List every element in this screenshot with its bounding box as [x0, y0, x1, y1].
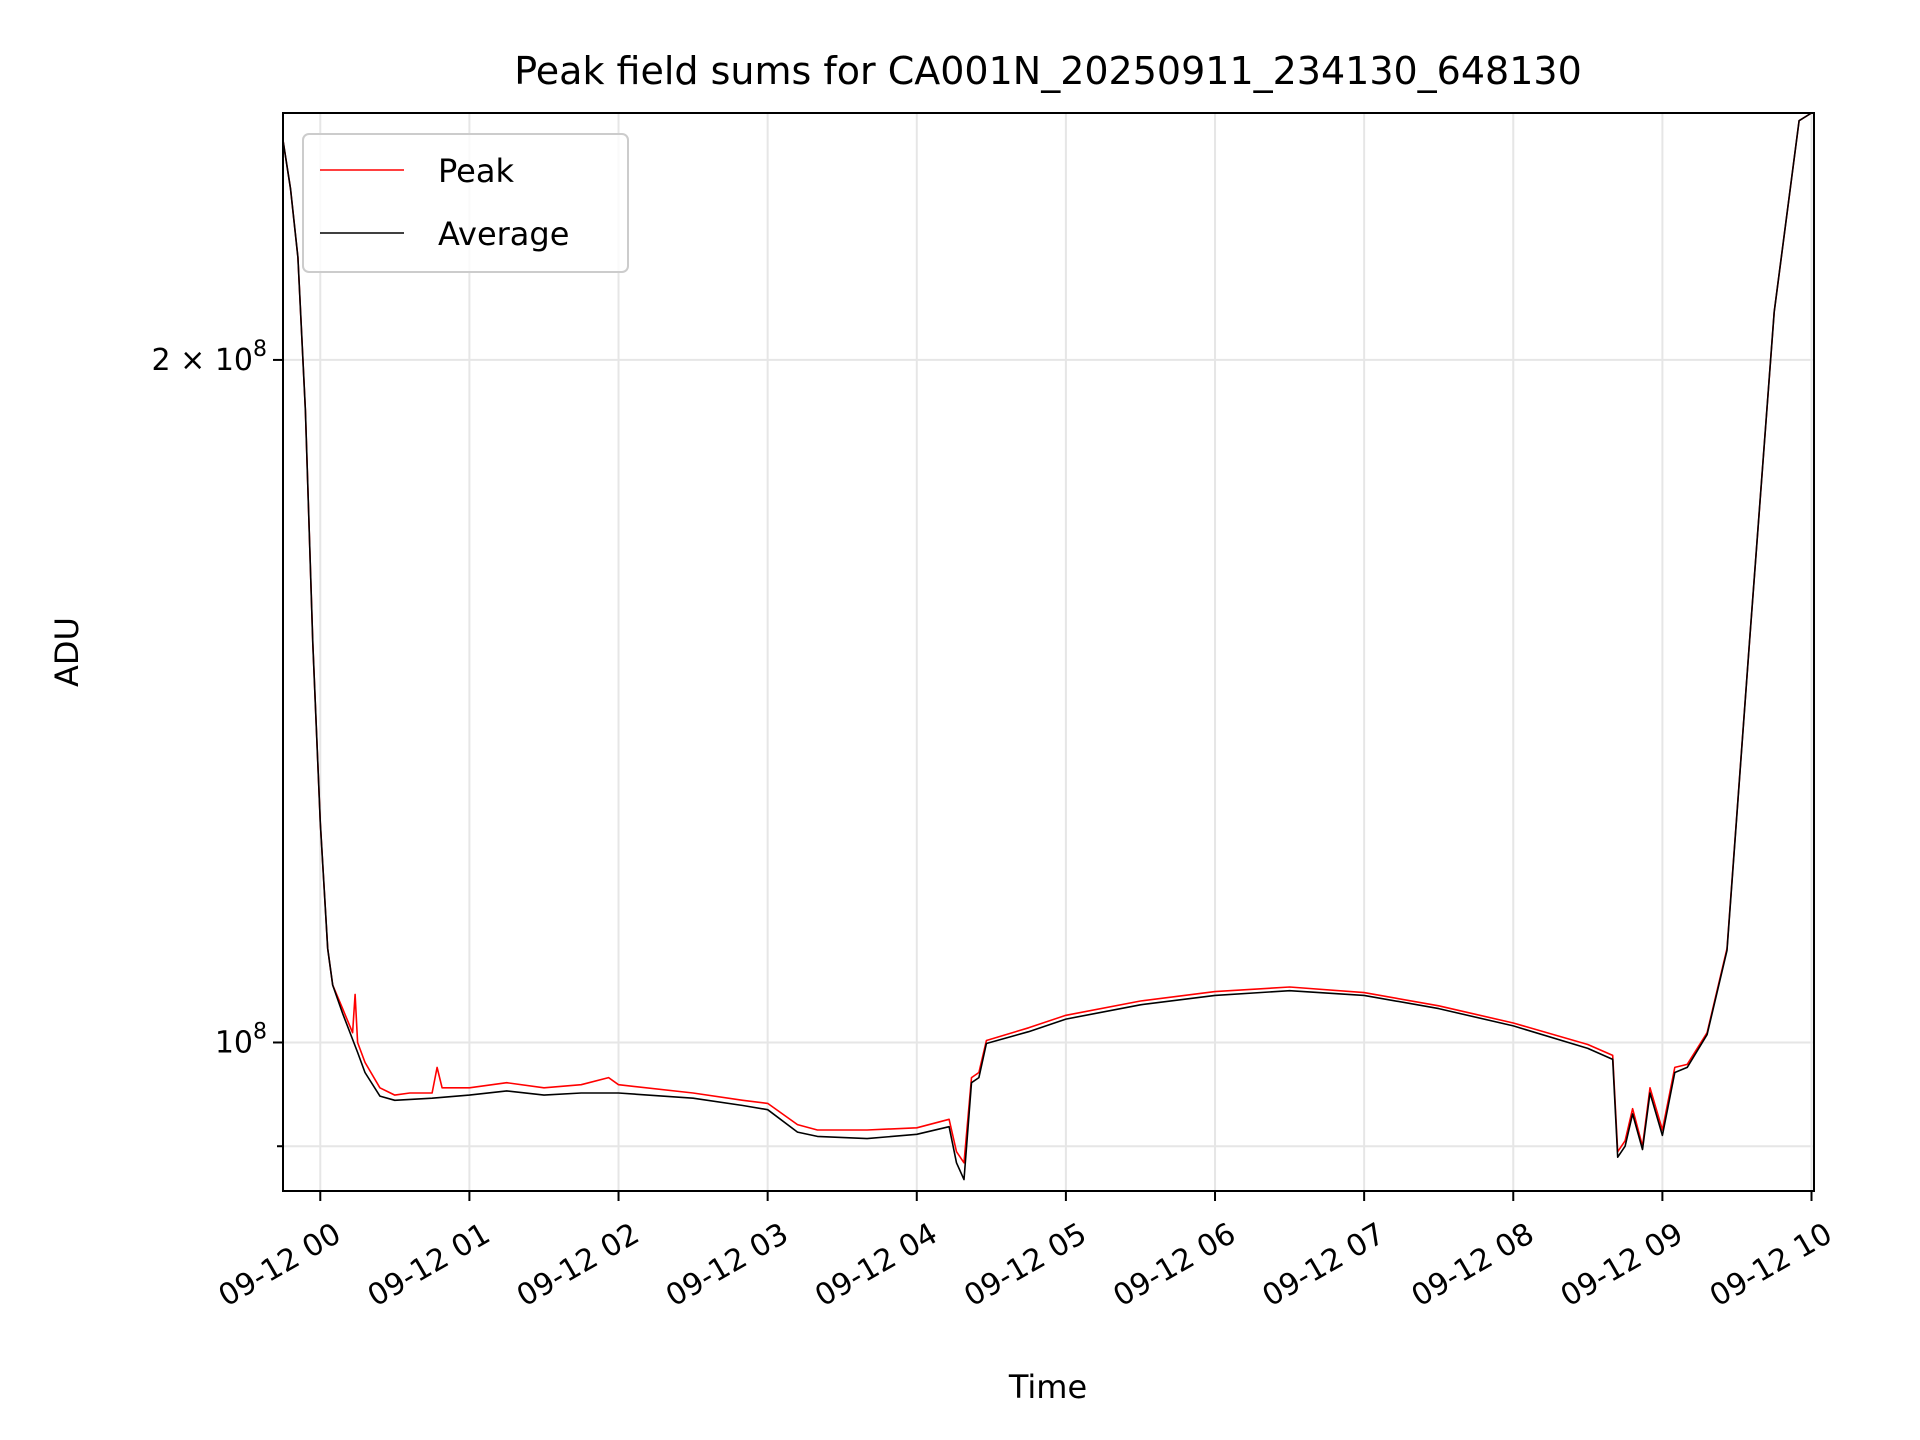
legend-label-peak: Peak: [438, 152, 514, 190]
series-line-average: [282, 112, 1812, 1181]
y-tick-label: 108: [215, 1019, 267, 1060]
plot-area-frame: [282, 112, 1815, 1192]
grid: [283, 113, 1814, 1191]
legend-label-average: Average: [438, 215, 569, 253]
chart-title: Peak field sums for CA001N_20250911_2341…: [514, 49, 1582, 93]
y-axis-label: ADU: [48, 617, 86, 687]
legend: Peak Average: [302, 133, 629, 273]
series-line-peak: [282, 112, 1812, 1164]
x-axis-label: Time: [1008, 1368, 1087, 1406]
y-tick-label: 2 × 108: [152, 337, 267, 378]
legend-box: [302, 133, 629, 273]
series-layer: [282, 112, 1812, 1181]
y-axis: 108 2 × 108: [152, 337, 283, 1148]
